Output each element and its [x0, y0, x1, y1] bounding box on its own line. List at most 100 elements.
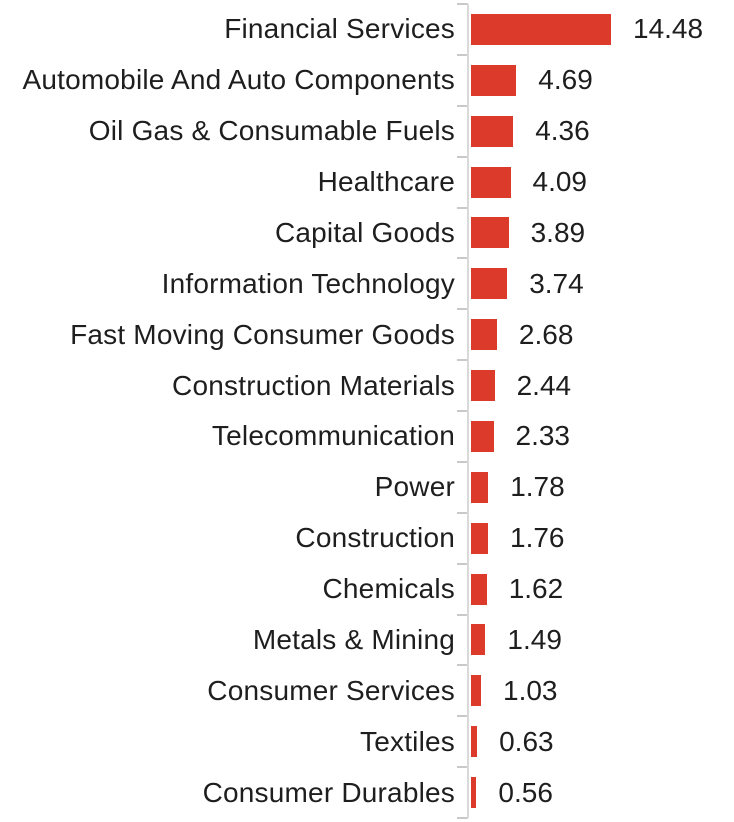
axis-tick — [457, 257, 468, 260]
axis-tick — [457, 511, 468, 514]
bar — [471, 166, 511, 198]
axis-tick — [457, 562, 468, 565]
bar-cell: 4.36 — [471, 106, 590, 157]
bar-cell: 2.44 — [471, 360, 571, 411]
value-label: 1.76 — [510, 522, 565, 554]
value-label: 14.48 — [633, 13, 704, 45]
bar-row: Fast Moving Consumer Goods 2.68 — [0, 309, 734, 360]
bar — [471, 268, 508, 300]
axis-tick — [457, 460, 468, 463]
bar — [471, 726, 478, 758]
value-label: 3.89 — [530, 216, 586, 248]
bar-row: Automobile And Auto Components 4.69 — [0, 55, 734, 106]
bar — [471, 370, 495, 402]
bar-cell: 14.48 — [471, 4, 703, 55]
axis-tick — [457, 53, 468, 56]
category-label: Consumer Services — [207, 674, 455, 706]
bar-cell: 3.89 — [471, 208, 585, 259]
bar — [471, 471, 489, 503]
category-label: Consumer Durables — [202, 776, 455, 808]
category-label: Power — [374, 471, 455, 503]
bar-row: Information Technology 3.74 — [0, 258, 734, 309]
bar — [471, 522, 488, 554]
value-label: 4.36 — [535, 115, 590, 147]
bar-cell: 0.63 — [471, 716, 554, 767]
bar-cell: 1.49 — [471, 615, 562, 666]
bar-cell: 1.78 — [471, 462, 565, 513]
value-label: 1.78 — [510, 471, 565, 503]
axis-tick — [457, 308, 468, 311]
bar — [471, 777, 477, 809]
axis-tick — [457, 359, 468, 362]
bar-row: Capital Goods 3.89 — [0, 208, 734, 259]
axis-tick — [457, 817, 468, 819]
axis-tick — [457, 206, 468, 209]
bar-cell: 1.03 — [471, 665, 558, 716]
category-label: Textiles — [360, 725, 455, 757]
category-label: Chemicals — [322, 573, 455, 605]
bar-cell: 1.62 — [471, 564, 563, 615]
category-label: Construction — [295, 522, 455, 554]
category-label: Healthcare — [317, 166, 455, 198]
value-label: 4.09 — [532, 166, 588, 198]
category-label: Information Technology — [161, 267, 455, 299]
category-label: Telecommunication — [211, 420, 455, 452]
category-label: Capital Goods — [274, 216, 455, 248]
chart-rows: Financial Services 14.48 Automobile And … — [0, 4, 734, 818]
value-label: 3.74 — [529, 267, 584, 299]
value-label: 1.03 — [503, 674, 558, 706]
category-label: Fast Moving Consumer Goods — [70, 318, 455, 350]
bar-row: Consumer Services 1.03 — [0, 665, 734, 716]
bar — [471, 420, 494, 452]
bar — [471, 217, 509, 249]
bar-row: Chemicals 1.62 — [0, 564, 734, 615]
bar-cell: 3.74 — [471, 258, 584, 309]
value-label: 0.63 — [499, 725, 554, 757]
category-label: Metals & Mining — [252, 623, 455, 655]
bar-row: Telecommunication 2.33 — [0, 411, 734, 462]
value-label: 4.69 — [538, 64, 593, 96]
bar-cell: 4.09 — [471, 157, 587, 208]
bar-row: Construction 1.76 — [0, 513, 734, 564]
bar — [471, 624, 486, 656]
bar — [471, 64, 517, 96]
value-label: 0.56 — [498, 776, 553, 808]
axis-tick — [457, 715, 468, 718]
bar-row: Oil Gas & Consumable Fuels 4.36 — [0, 106, 734, 157]
value-label: 1.62 — [508, 573, 564, 605]
bar-cell: 1.76 — [471, 513, 565, 564]
y-axis-line — [467, 4, 469, 818]
axis-tick — [457, 155, 468, 158]
bar — [471, 319, 497, 351]
bar-row: Textiles 0.63 — [0, 716, 734, 767]
value-label: 2.33 — [515, 420, 571, 452]
bar-row: Consumer Durables 0.56 — [0, 767, 734, 818]
value-label: 2.68 — [518, 318, 574, 350]
bar — [471, 13, 611, 45]
bar-cell: 0.56 — [471, 767, 553, 818]
bar-cell: 4.69 — [471, 55, 593, 106]
axis-tick — [457, 664, 468, 667]
category-label: Financial Services — [224, 13, 455, 45]
bar — [471, 675, 481, 707]
axis-tick — [457, 410, 468, 412]
value-label: 1.49 — [507, 623, 562, 655]
category-label: Construction Materials — [172, 369, 455, 401]
bar-row: Financial Services 14.48 — [0, 4, 734, 55]
bar-row: Construction Materials 2.44 — [0, 360, 734, 411]
bar-row: Metals & Mining 1.49 — [0, 615, 734, 666]
axis-tick — [457, 613, 468, 616]
category-label: Automobile And Auto Components — [22, 64, 455, 96]
bar — [471, 115, 514, 147]
bar-row: Power 1.78 — [0, 462, 734, 513]
bar-row: Healthcare 4.09 — [0, 157, 734, 208]
axis-tick — [457, 766, 468, 769]
category-label: Oil Gas & Consumable Fuels — [88, 115, 455, 147]
axis-tick — [457, 3, 468, 5]
bar-cell: 2.68 — [471, 309, 573, 360]
bar-cell: 2.33 — [471, 411, 570, 462]
bar — [471, 573, 487, 605]
value-label: 2.44 — [516, 369, 572, 401]
axis-tick — [457, 104, 468, 107]
